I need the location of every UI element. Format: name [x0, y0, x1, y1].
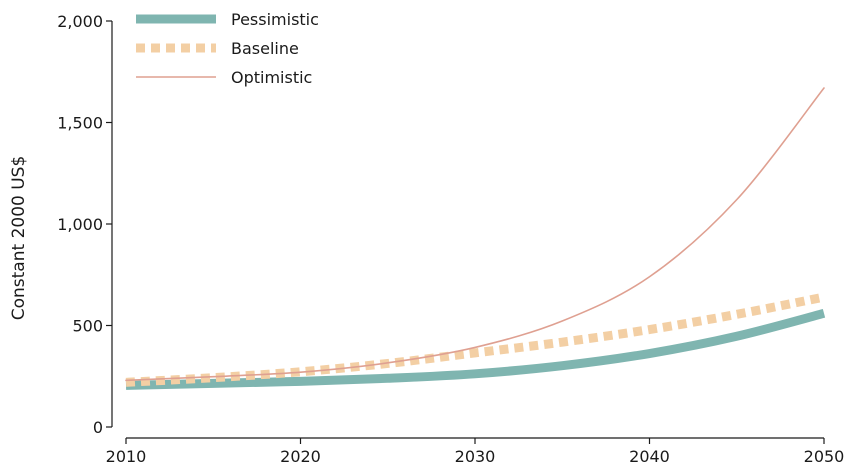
legend-label: Pessimistic [231, 10, 319, 29]
legend-item-baseline: Baseline [136, 39, 299, 58]
legend-item-pessimistic: Pessimistic [136, 10, 319, 29]
y-axis-title: Constant 2000 US$ [9, 156, 29, 321]
axes: 0 500 1,000 1,500 2,000 2010 2020 2030 2040 2050 [57, 12, 844, 466]
series-lines [125, 87, 826, 390]
x-tick-label: 2040 [629, 447, 670, 466]
x-tick-label: 2010 [106, 447, 147, 466]
y-tick-label: 0 [93, 418, 103, 437]
series-line-pessimistic [125, 308, 826, 390]
legend-item-optimistic: Optimistic [136, 68, 312, 87]
legend-label: Baseline [231, 39, 299, 58]
x-tick-label: 2030 [455, 447, 496, 466]
y-tick-label: 1,000 [57, 215, 103, 234]
y-tick-label: 2,000 [57, 12, 103, 31]
series-line-optimistic [125, 87, 825, 382]
legend: Pessimistic Baseline Optimistic [136, 10, 319, 87]
y-tick-label: 1,500 [57, 114, 103, 133]
x-tick-label: 2050 [804, 447, 845, 466]
x-axis-ticks: 2010 2020 2030 2040 2050 [106, 438, 845, 466]
y-tick-label: 500 [72, 317, 103, 336]
y-axis-ticks: 0 500 1,000 1,500 2,000 [57, 12, 112, 437]
x-tick-label: 2020 [280, 447, 321, 466]
legend-label: Optimistic [231, 68, 312, 87]
